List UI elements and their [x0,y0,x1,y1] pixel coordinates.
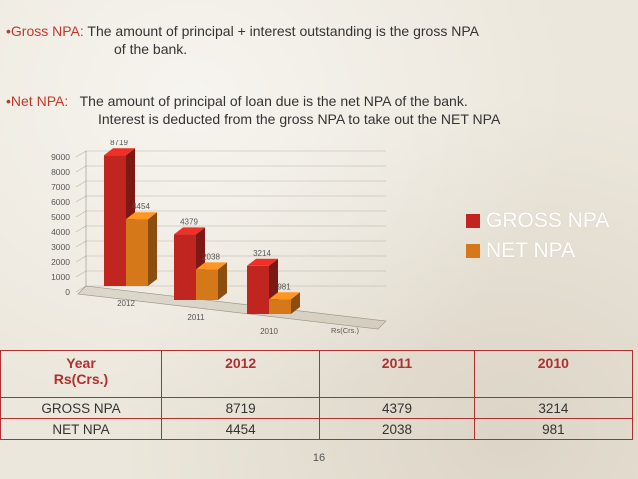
y-tick-label: 2000 [51,257,70,267]
legend-item-gross-npa: GROSS NPA [466,206,609,236]
net-npa-text-line2: Interest is deducted from the gross NPA … [98,111,501,127]
bar-top-face [126,212,157,220]
page-number: 16 [312,452,326,464]
y-tick-label: 6000 [51,197,70,207]
legend-item-net-npa: NET NPA [466,236,609,266]
legend-label-net-npa: NET NPA [486,239,576,262]
data-label: 3214 [253,249,271,258]
table-cell: 4379 [319,397,475,419]
npa-data-table: Year Rs(Crs.) 2012 2011 2010 GROSS NPA 8… [0,350,634,440]
gross-npa-definition: •Gross NPA: The amount of principal + in… [6,22,479,58]
table-cell: 3214 [473,397,634,419]
y-tick-label: 9000 [51,152,70,162]
net-npa-term: •Net NPA: [6,93,69,109]
y-tick-label: 5000 [51,212,70,222]
chart-legend: GROSS NPA NET NPA [466,206,609,266]
gridline-side [75,180,87,188]
data-label: 4454 [132,202,150,211]
table-row: NET NPA 4454 2038 981 [0,418,634,440]
net-npa-text-line1: The amount of principal of loan due is t… [68,93,468,109]
x-tick-label: 2012 [117,299,135,308]
data-label: 981 [277,282,291,291]
bar-gross-npa-2012 [104,155,126,286]
bar-top-face [104,148,135,156]
table-header-row: Year Rs(Crs.) 2012 2011 2010 [0,350,634,398]
y-tick-label: 1000 [51,272,70,282]
gross-npa-term: •Gross NPA: [6,23,84,39]
table-row: GROSS NPA 8719 4379 3214 [0,397,634,419]
x-axis-label: Rs(Crs.) [331,326,359,335]
bar-gross-npa-2011 [174,234,196,300]
gridline-side [75,165,87,173]
legend-swatch-net-npa [466,244,480,258]
x-tick-label: 2011 [187,313,205,322]
data-label: 4379 [180,217,198,226]
legend-swatch-gross-npa [466,214,480,228]
chart-bars [104,148,300,314]
data-label: 8719 [110,140,128,147]
bar-net-npa-2012 [126,219,148,286]
gross-npa-text-line2: of the bank. [114,41,188,57]
data-label: 2038 [202,252,220,261]
bar-top-face [196,262,227,270]
y-tick-label: 8000 [51,167,70,177]
gridline-side [75,210,87,218]
y-tick-label: 4000 [51,227,70,237]
chart-labels: 9000 8000 7000 6000 5000 4000 3000 2000 1000 0 871… [51,140,359,336]
gridline-side [75,195,87,203]
table-cell: NET NPA [0,418,162,440]
table-cell: GROSS NPA [0,397,162,419]
gridline-side [75,225,87,233]
gridline-side [75,255,87,263]
bar-top-face [174,227,205,235]
legend-label-gross-npa: GROSS NPA [486,209,610,232]
y-tick-label: 0 [65,287,70,297]
npa-3d-bar-chart: 9000 8000 7000 6000 5000 4000 3000 2000 1000 0 871… [51,140,387,336]
y-tick-label: 3000 [51,242,70,252]
table-header-cell: 2011 [319,350,475,398]
bar-net-npa-2011 [196,269,218,300]
bar-net-npa-2010 [269,299,291,314]
chart-grid [75,150,387,330]
bar-side-face [148,212,157,286]
x-tick-label: 2010 [260,327,278,336]
gross-npa-text-line1: The amount of principal + interest outst… [83,23,479,39]
table-header-cell: 2010 [473,350,634,398]
bar-gross-npa-2010 [247,265,269,314]
bar-top-face [269,292,300,300]
table-cell: 4454 [160,418,321,440]
table-cell: 8719 [160,397,321,419]
bar-side-face [218,262,227,300]
gridline-side [75,285,87,293]
table-cell: 981 [473,418,634,440]
table-cell: 2038 [319,418,475,440]
table-header-cell: Year Rs(Crs.) [0,350,162,398]
bar-top-face [247,258,278,266]
y-tick-label: 7000 [51,182,70,192]
gridline-side [75,150,87,158]
gridline-side [75,270,87,278]
gridline-side [75,240,87,248]
bar-side-face [291,292,300,314]
table-header-cell: 2012 [160,350,321,398]
net-npa-definition: •Net NPA: The amount of principal of loa… [6,92,500,128]
